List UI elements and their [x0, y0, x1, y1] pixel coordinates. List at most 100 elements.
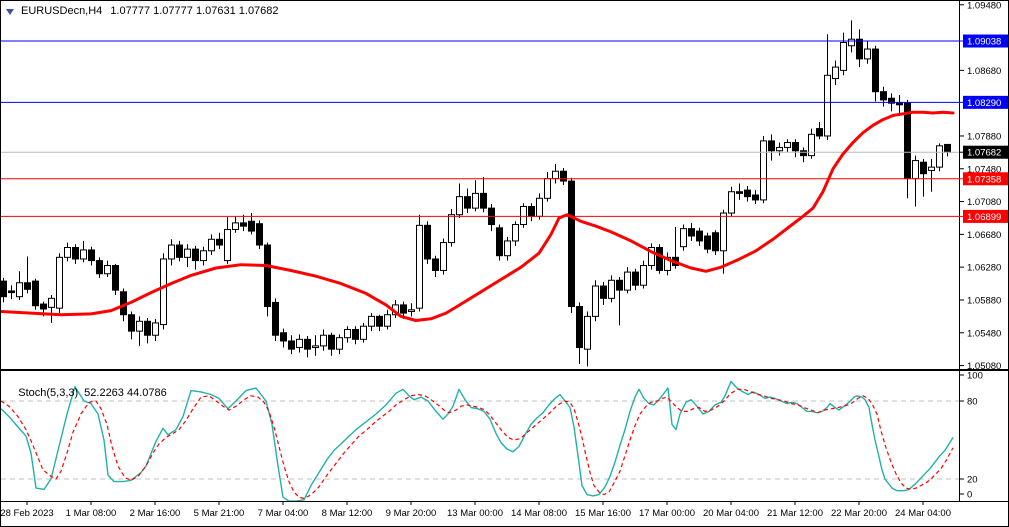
indicator-label: Stoch(5,3,3) 52.2263 44.0786: [6, 375, 173, 411]
candle-body-bull: [312, 345, 319, 349]
candle-body-bear: [800, 150, 807, 157]
candle-body-bear: [496, 227, 503, 257]
price-tick-label: 1.05880: [967, 295, 1001, 306]
candle-body-bull: [936, 145, 943, 168]
candle-body-bear: [656, 246, 663, 271]
candle-body-bull: [384, 314, 391, 327]
candle-body-bull: [224, 228, 231, 262]
candle-body-bull: [48, 297, 55, 308]
candle-body-bull: [296, 338, 303, 349]
chart-symbol-label: EURUSDecn,H4: [21, 5, 103, 17]
candle-body-bear: [712, 232, 719, 252]
time-tick-label: 9 Mar 20:00: [386, 508, 437, 519]
candle-body-bear: [792, 142, 799, 152]
candle-body-bear: [888, 97, 895, 104]
stoch-tick-label: 80: [967, 397, 978, 408]
candle-body-bear: [856, 38, 863, 60]
candle-body-bull: [152, 322, 159, 336]
time-tick-label: 14 Mar 08:00: [511, 508, 567, 519]
candle-body-bear: [736, 191, 743, 194]
candle-body-bear: [272, 301, 279, 336]
candle-body-bear: [880, 91, 887, 101]
candle-body-bear: [1, 280, 7, 298]
price-pane[interactable]: [1, 20, 959, 367]
candle-body-bull: [928, 166, 935, 171]
price-badge-label: 1.08290: [967, 98, 1001, 109]
candle-body-bear: [616, 279, 623, 291]
price-tick-label: 1.05480: [967, 328, 1001, 339]
stochastic-pane[interactable]: [1, 380, 959, 502]
candle-body-bull: [648, 246, 655, 267]
price-axis[interactable]: 1.09480 1.08680 1.07880 1.07480 1.07080 1.066…: [959, 1, 1009, 372]
stoch-tick-label: 0: [967, 490, 972, 501]
candle-body-bear: [376, 315, 383, 327]
price-badge-support: [963, 172, 1008, 186]
time-tick-label: 8 Mar 12:00: [322, 508, 373, 519]
candle-body-bull: [360, 325, 367, 340]
candle-body-bear: [192, 248, 199, 262]
candle-body-bull: [808, 133, 815, 157]
candle-body-bear: [112, 265, 119, 291]
stoch-k-line: [1, 380, 954, 501]
candle-body-bull: [544, 178, 551, 199]
time-tick-label: 28 Feb 2023: [1, 508, 54, 519]
time-axis[interactable]: 28 Feb 2023 1 Mar 08:00 2 Mar 16:00 5 Mar 2…: [1, 501, 951, 519]
candle-body-bear: [264, 244, 271, 308]
candle-body-bear: [944, 143, 951, 153]
chart-ohlc-readout: 1.07777 1.07777 1.07631 1.07682: [110, 5, 279, 17]
pane-separator[interactable]: [1, 369, 1009, 371]
candle-body-bear: [480, 192, 487, 209]
candle-body-bear: [744, 189, 751, 198]
time-tick-label: 7 Mar 04:00: [258, 508, 309, 519]
candle-body-bear: [896, 102, 903, 106]
candle-body-bull: [584, 315, 591, 350]
candle-body-bull: [776, 146, 783, 152]
stoch-axis[interactable]: 100 80 20 0: [959, 371, 983, 501]
candle-body-bear: [352, 328, 359, 340]
candle-body-bull: [824, 74, 831, 137]
price-tick-label: 1.08680: [967, 66, 1001, 77]
candle-body-bear: [568, 180, 575, 308]
candle-body-bear: [872, 48, 879, 93]
candle-body-bear: [920, 161, 927, 175]
time-tick-label: 24 Mar 04:00: [895, 508, 951, 519]
candle-body-bear: [328, 334, 335, 350]
moving-average-line: [1, 110, 955, 322]
candle-body-bear: [24, 282, 31, 290]
price-tick-label: 1.05080: [967, 361, 1001, 372]
candle-body-bull: [760, 140, 767, 201]
candle-body-bear: [576, 306, 583, 349]
candle-body-bull: [864, 48, 871, 60]
price-badge-label: 1.06899: [967, 212, 1001, 223]
candle-body-bull: [504, 240, 511, 257]
price-tick-label: 1.09480: [967, 1, 1001, 11]
price-badge-resistance: [963, 95, 1008, 109]
time-tick-label: 5 Mar 21:00: [194, 508, 245, 519]
price-badge-label: 1.07682: [967, 148, 1001, 159]
time-tick-label: 20 Mar 04:00: [703, 508, 759, 519]
candle-body-bear: [696, 230, 703, 242]
candle-body-bull: [16, 282, 23, 298]
candle-body-bull: [720, 212, 727, 252]
candle-body-bull: [848, 38, 855, 47]
candle-body-bull: [64, 246, 71, 258]
candle-body-bear: [600, 285, 607, 299]
price-tick-label: 1.07080: [967, 197, 1001, 208]
candle-body-bull: [184, 248, 191, 258]
symbol-dropdown-icon[interactable]: [6, 8, 14, 15]
stoch-tick-label: 20: [967, 475, 978, 486]
indicator-values: 52.2263 44.0786: [84, 387, 167, 399]
candle-body-bull: [624, 271, 631, 291]
candle-body-bull: [552, 170, 559, 180]
candles-layer: [1, 20, 951, 367]
candle-body-bear: [128, 314, 135, 332]
time-tick-label: 15 Mar 16:00: [575, 508, 631, 519]
price-badge-resistance: [963, 34, 1008, 48]
candle-body-bull: [208, 238, 215, 252]
candle-body-bear: [688, 228, 695, 237]
candle-body-bull: [368, 315, 375, 327]
candle-body-bull: [512, 224, 519, 242]
candle-body-bull: [56, 256, 63, 309]
candle-body-bull: [344, 328, 351, 339]
